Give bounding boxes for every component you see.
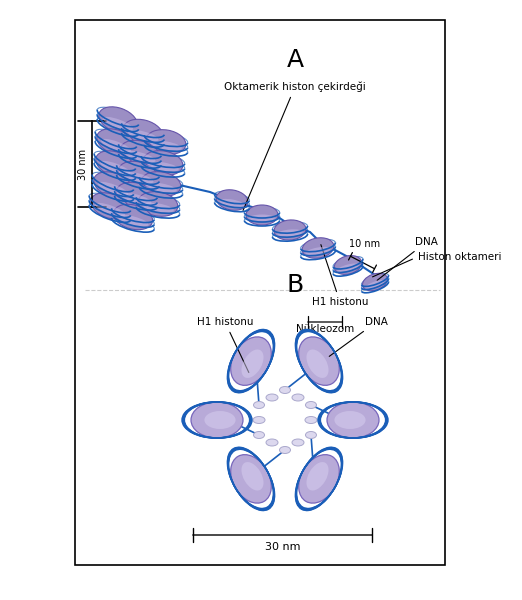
- Ellipse shape: [279, 386, 291, 394]
- Ellipse shape: [231, 455, 271, 503]
- Ellipse shape: [305, 416, 317, 424]
- Text: H1 histonu: H1 histonu: [312, 245, 368, 307]
- Ellipse shape: [337, 263, 359, 272]
- Ellipse shape: [103, 117, 133, 130]
- Ellipse shape: [279, 446, 291, 454]
- Ellipse shape: [205, 411, 235, 429]
- Ellipse shape: [141, 172, 181, 196]
- Ellipse shape: [277, 229, 303, 236]
- Ellipse shape: [274, 220, 306, 240]
- Text: 10 nm: 10 nm: [349, 239, 381, 249]
- Ellipse shape: [292, 439, 304, 446]
- Ellipse shape: [118, 161, 158, 187]
- Ellipse shape: [95, 203, 125, 217]
- Ellipse shape: [231, 337, 271, 385]
- Ellipse shape: [246, 205, 278, 225]
- Ellipse shape: [99, 107, 137, 133]
- Ellipse shape: [125, 151, 156, 163]
- Ellipse shape: [150, 140, 182, 151]
- Ellipse shape: [138, 191, 178, 217]
- Ellipse shape: [266, 394, 278, 401]
- Ellipse shape: [91, 193, 129, 219]
- Text: B: B: [287, 273, 304, 297]
- Ellipse shape: [327, 402, 379, 438]
- Ellipse shape: [242, 462, 264, 491]
- Ellipse shape: [117, 215, 148, 226]
- Ellipse shape: [101, 139, 131, 152]
- Ellipse shape: [121, 193, 151, 205]
- Ellipse shape: [305, 401, 316, 409]
- Ellipse shape: [121, 140, 160, 166]
- Ellipse shape: [362, 273, 387, 291]
- Ellipse shape: [113, 205, 152, 230]
- Ellipse shape: [123, 119, 162, 145]
- Ellipse shape: [302, 238, 334, 258]
- Ellipse shape: [292, 394, 304, 401]
- Text: Oktamerik histon çekirdeği: Oktamerik histon çekirdeği: [224, 82, 366, 211]
- Ellipse shape: [219, 199, 245, 207]
- Ellipse shape: [253, 416, 265, 424]
- Text: DNA: DNA: [329, 317, 388, 356]
- Ellipse shape: [335, 411, 365, 429]
- Ellipse shape: [96, 151, 134, 177]
- Bar: [75, 20, 445, 565]
- Ellipse shape: [254, 401, 265, 409]
- Ellipse shape: [242, 349, 264, 378]
- Ellipse shape: [365, 280, 385, 289]
- Ellipse shape: [116, 182, 156, 208]
- Ellipse shape: [94, 172, 132, 198]
- Ellipse shape: [306, 349, 328, 378]
- Ellipse shape: [142, 203, 174, 212]
- Ellipse shape: [299, 337, 339, 385]
- Text: Nükleozom: Nükleozom: [296, 324, 354, 334]
- Ellipse shape: [143, 151, 183, 175]
- Ellipse shape: [127, 130, 159, 142]
- Text: H1 histonu: H1 histonu: [197, 317, 253, 373]
- Ellipse shape: [306, 462, 328, 491]
- Ellipse shape: [299, 455, 339, 503]
- Ellipse shape: [191, 402, 243, 438]
- Text: Histon oktameri: Histon oktameri: [418, 252, 502, 262]
- Ellipse shape: [97, 129, 135, 155]
- Text: 30 nm: 30 nm: [78, 148, 88, 179]
- Ellipse shape: [123, 172, 153, 184]
- Ellipse shape: [305, 247, 330, 255]
- Ellipse shape: [254, 431, 265, 439]
- Ellipse shape: [145, 182, 177, 193]
- Ellipse shape: [334, 256, 362, 274]
- Text: 30 nm: 30 nm: [265, 542, 300, 552]
- Ellipse shape: [266, 439, 278, 446]
- Ellipse shape: [305, 431, 316, 439]
- Ellipse shape: [249, 214, 275, 221]
- Text: A: A: [287, 48, 304, 72]
- Ellipse shape: [100, 161, 130, 175]
- Ellipse shape: [147, 161, 179, 172]
- Ellipse shape: [98, 182, 128, 196]
- Ellipse shape: [216, 190, 248, 210]
- Ellipse shape: [146, 130, 186, 154]
- Text: DNA: DNA: [377, 237, 438, 280]
